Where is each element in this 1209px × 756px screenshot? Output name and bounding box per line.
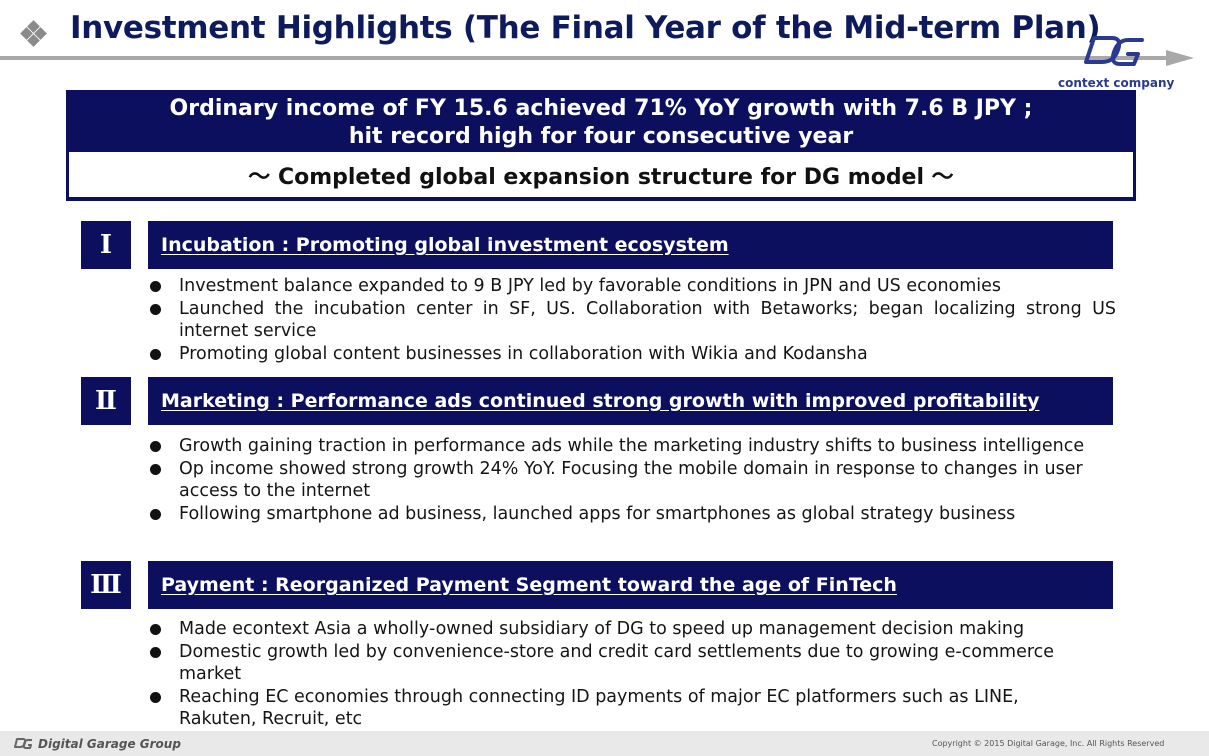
list-item: Promoting global content businesses in c… xyxy=(150,343,1116,366)
list-item: Growth gaining traction in performance a… xyxy=(150,435,1095,458)
bullet-icon xyxy=(150,691,161,703)
bullet-icon xyxy=(150,281,161,292)
list-item: Following smartphone ad business, launch… xyxy=(150,503,1095,526)
list-item: Made econtext Asia a wholly-owned subsid… xyxy=(150,618,1095,641)
summary-line-2: hit record high for four consecutive yea… xyxy=(348,124,854,149)
summary-line-1: Ordinary income of FY 15.6 achieved 71% … xyxy=(169,96,1033,121)
page-title: Investment Highlights (The Final Year of… xyxy=(70,10,1101,46)
section-header-payment: Payment : Reorganized Payment Segment to… xyxy=(148,561,1113,609)
section-numeral-2: Ⅱ xyxy=(81,377,131,425)
bullet-icon xyxy=(150,508,161,520)
title-divider xyxy=(0,56,1170,60)
dg-logo-icon xyxy=(1084,36,1144,66)
list-item: Domestic growth led by convenience-store… xyxy=(150,641,1095,686)
footer-copyright: Copyright © 2015 Digital Garage, Inc. Al… xyxy=(932,739,1165,748)
bullet-icon xyxy=(150,348,161,360)
dg-footer-logo-icon xyxy=(14,738,32,749)
bullet-list-incubation: Investment balance expanded to 9 B JPY l… xyxy=(150,275,1116,365)
section-title-payment: Payment : Reorganized Payment Segment to… xyxy=(161,574,897,596)
bullet-icon xyxy=(150,441,161,452)
bullet-icon xyxy=(150,646,161,658)
list-item: Investment balance expanded to 9 B JPY l… xyxy=(150,275,1116,298)
section-numeral-1: Ⅰ xyxy=(81,221,131,269)
section-title-marketing: Marketing : Performance ads continued st… xyxy=(161,390,1040,412)
section-title-incubation: Incubation : Promoting global investment… xyxy=(161,234,729,256)
footer-bar xyxy=(0,731,1209,756)
section-header-incubation: Incubation : Promoting global investment… xyxy=(148,221,1113,269)
bullet-icon xyxy=(150,463,161,475)
section-header-marketing: Marketing : Performance ads continued st… xyxy=(148,377,1113,425)
list-item: Launched the incubation center in SF, US… xyxy=(150,298,1116,343)
section-numeral-3: Ⅲ xyxy=(81,561,131,609)
diamond-cluster-icon xyxy=(20,20,47,47)
footer-brand: Digital Garage Group xyxy=(38,737,181,751)
summary-headline: Ordinary income of FY 15.6 achieved 71% … xyxy=(66,95,1136,151)
summary-subtitle: ～ Completed global expansion structure f… xyxy=(69,152,1133,197)
logo-tagline: context company xyxy=(1058,76,1175,90)
arrow-icon xyxy=(1166,50,1194,66)
bullet-list-payment: Made econtext Asia a wholly-owned subsid… xyxy=(150,618,1095,731)
summary-box: Ordinary income of FY 15.6 achieved 71% … xyxy=(66,90,1136,201)
list-item: Reaching EC economies through connecting… xyxy=(150,686,1095,731)
bullet-icon xyxy=(150,303,161,315)
bullet-icon xyxy=(150,624,161,635)
list-item: Op income showed strong growth 24% YoY. … xyxy=(150,458,1095,503)
bullet-list-marketing: Growth gaining traction in performance a… xyxy=(150,435,1095,525)
